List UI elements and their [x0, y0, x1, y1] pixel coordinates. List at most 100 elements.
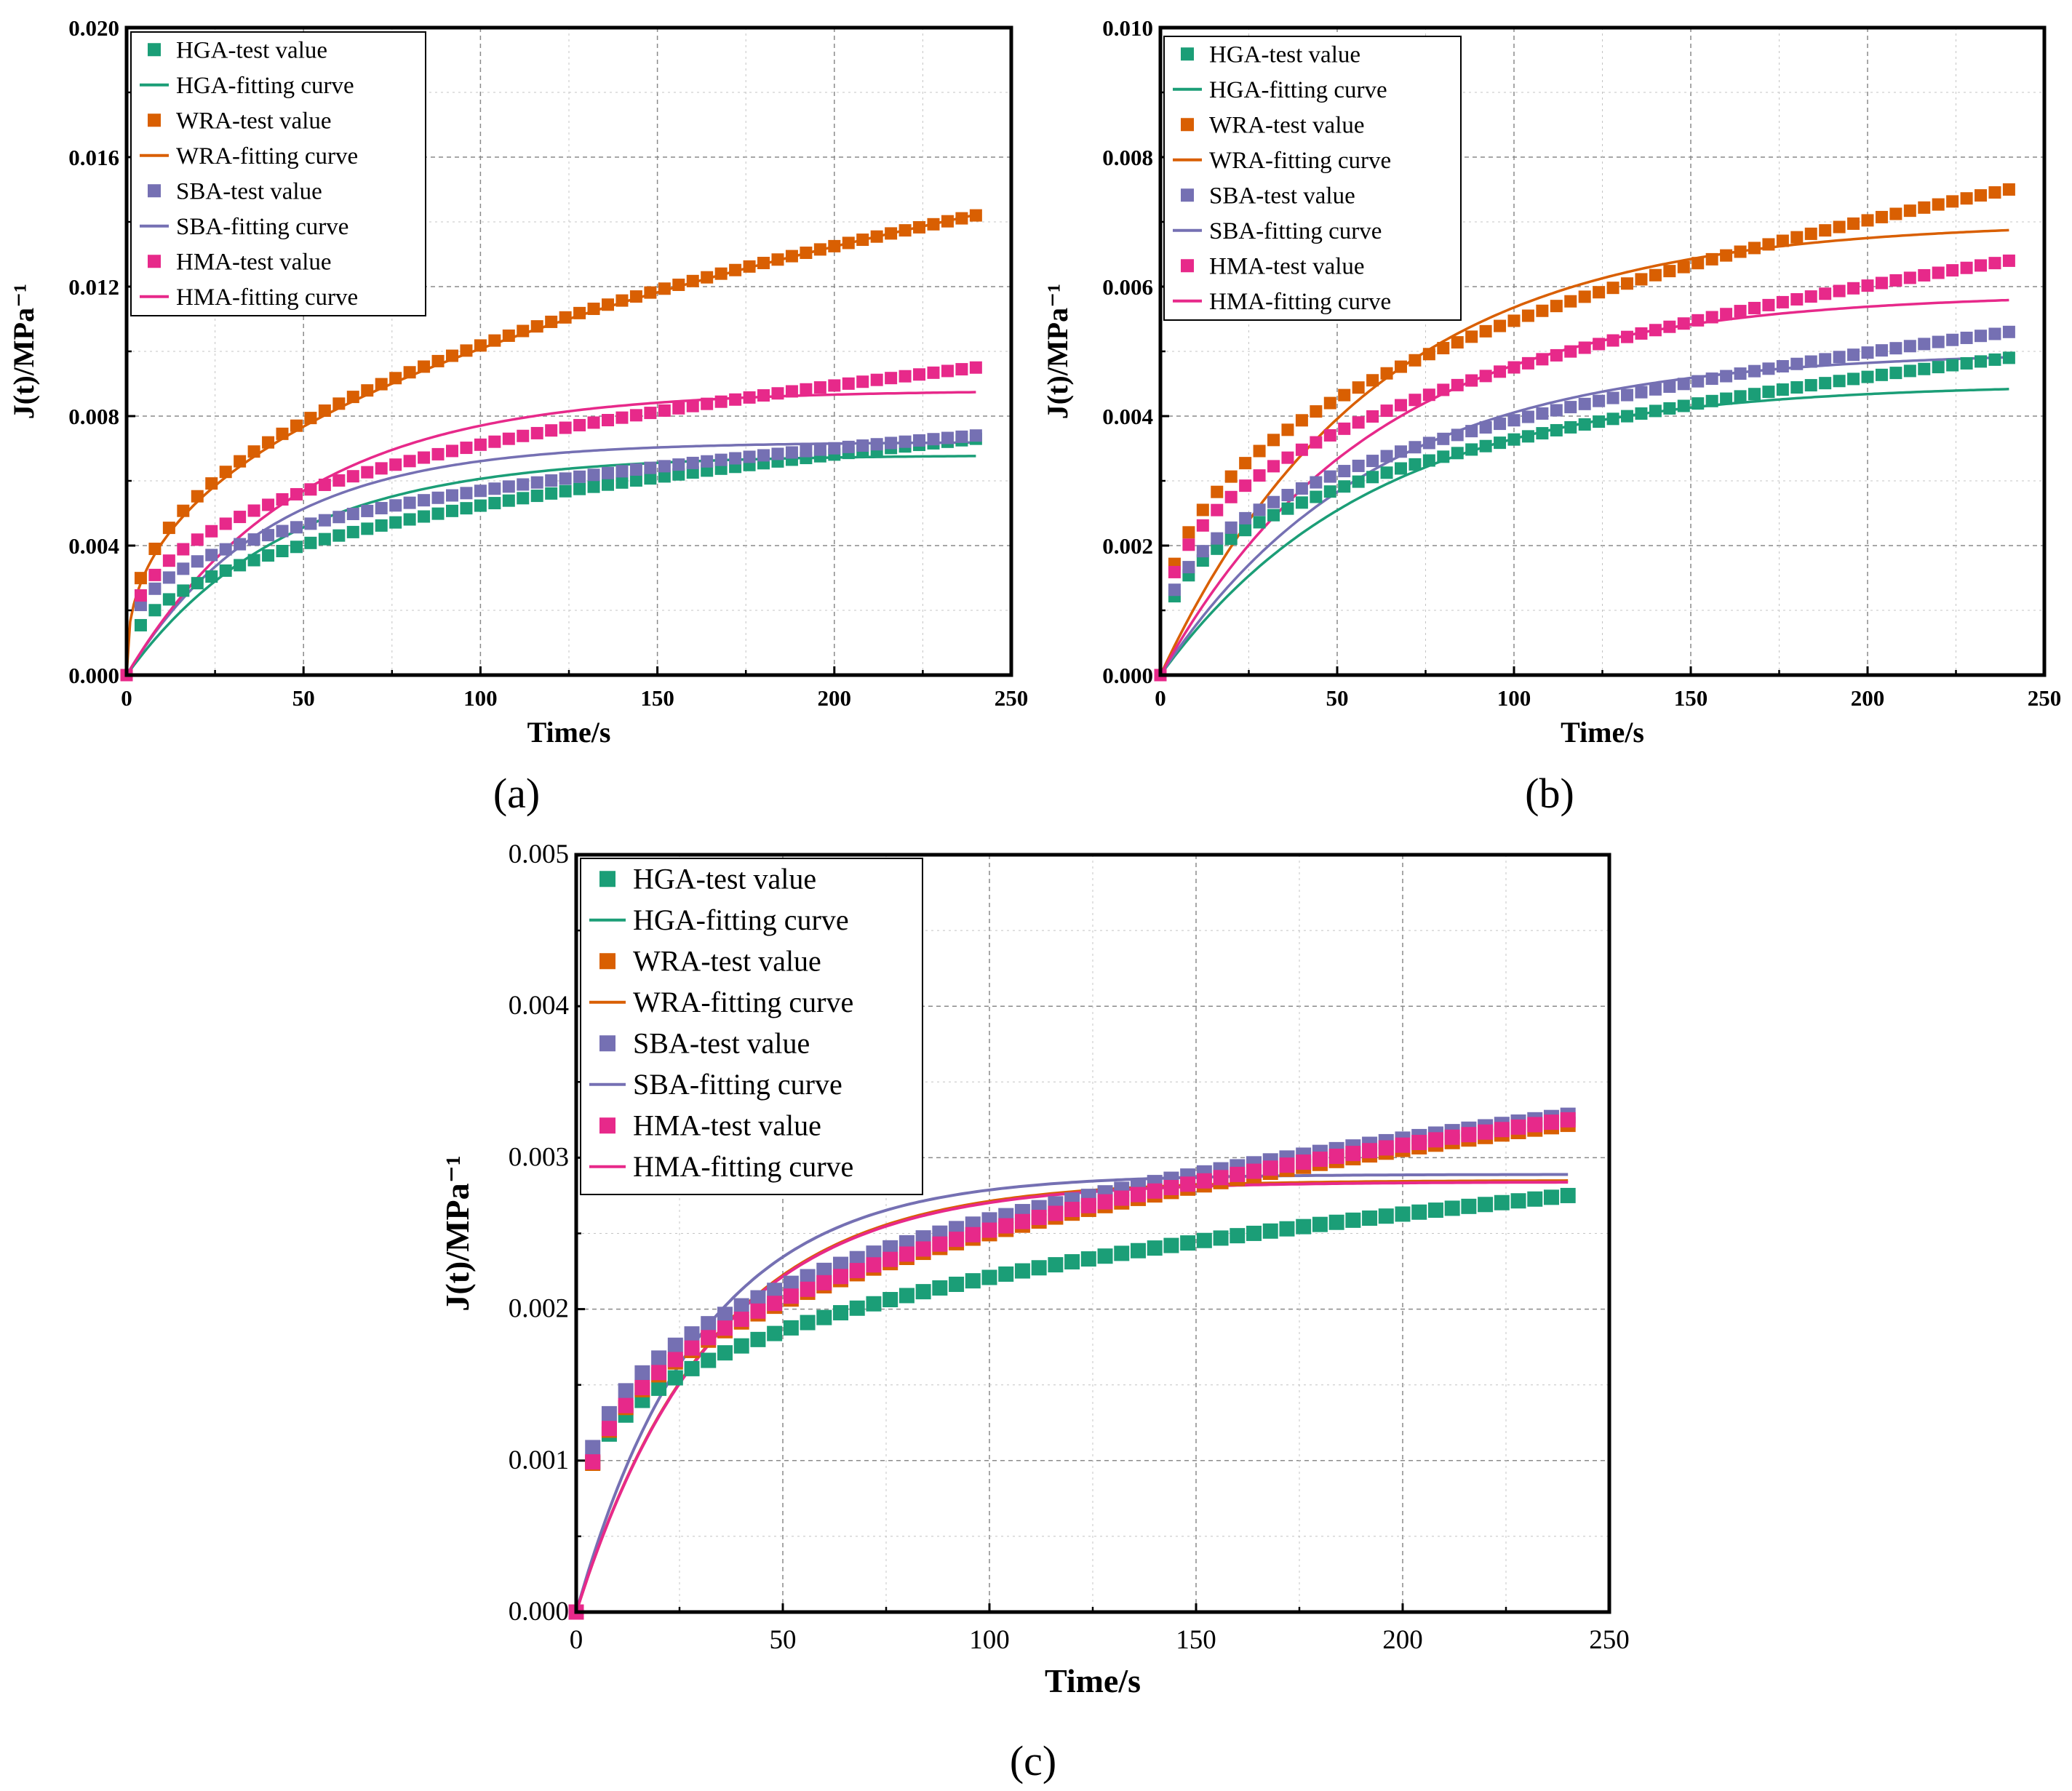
data-point [134, 618, 147, 631]
data-point [1734, 245, 1747, 258]
data-point [1408, 394, 1422, 407]
data-point [1168, 583, 1181, 597]
data-point [545, 487, 558, 500]
data-point [1253, 444, 1266, 458]
legend-item: SBA-fitting curve [140, 214, 348, 240]
data-point [833, 1305, 849, 1321]
data-point [1776, 383, 1789, 396]
data-point [1510, 1119, 1526, 1135]
data-point [530, 490, 543, 503]
legend-label: HMA-fitting curve [176, 284, 358, 311]
data-point [1345, 1146, 1361, 1162]
x-tick-label: 150 [1674, 685, 1708, 711]
data-point [701, 397, 714, 410]
data-point [1847, 348, 1860, 362]
legend-label: HMA-test value [1209, 253, 1365, 279]
data-point [913, 220, 926, 234]
legend-item: SBA-test value [148, 178, 322, 204]
legend-item: HMA-test value [148, 249, 332, 275]
legend-item: WRA-fitting curve [140, 143, 358, 169]
data-point [1478, 1124, 1494, 1140]
data-point [601, 1405, 617, 1421]
data-point [1444, 1129, 1460, 1145]
data-point [290, 521, 303, 534]
data-point [634, 1365, 650, 1381]
series-line-sba-fitting-curve [575, 1173, 1569, 1613]
data-point [651, 1380, 667, 1396]
data-point [1578, 290, 1591, 303]
data-point [502, 494, 515, 507]
data-point [602, 414, 615, 427]
data-point [1211, 485, 1224, 498]
y-tick-label: 0.008 [1102, 145, 1153, 170]
data-point [177, 562, 190, 575]
data-point [1239, 511, 1252, 524]
data-point [1889, 274, 1902, 287]
y-tick-label: 0.004 [509, 991, 569, 1021]
data-point [672, 279, 685, 292]
data-point [318, 514, 331, 527]
data-point [785, 385, 798, 398]
data-point [488, 334, 501, 347]
data-point [1507, 433, 1521, 446]
data-point [389, 516, 402, 529]
data-point [615, 294, 629, 307]
data-point [615, 476, 629, 489]
data-point [290, 419, 303, 432]
data-point [1352, 475, 1365, 488]
y-axis: 0.000 0.004 0.008 0.012 0.016 0.020 J(t)/MPa⁻¹ [7, 15, 135, 688]
data-point [1932, 361, 1945, 374]
data-point [717, 1320, 733, 1336]
x-tick-label: 0 [121, 685, 132, 711]
data-point [913, 368, 926, 381]
y-tick-label: 0.012 [68, 274, 119, 300]
legend-label: SBA-test value [1209, 183, 1355, 209]
data-point [1312, 1216, 1328, 1232]
x-axis: 0 50 100 150 200 250 Time/s [570, 1603, 1630, 1699]
data-point [545, 474, 558, 487]
data-point [1593, 394, 1606, 407]
data-point [460, 502, 473, 515]
series-markers-wra-test-value [120, 209, 982, 682]
data-point [1465, 443, 1478, 456]
data-point [205, 524, 218, 538]
data-point [1366, 471, 1379, 484]
legend-marker-swatch [148, 255, 161, 268]
data-point [1790, 231, 1804, 244]
data-point [1461, 1198, 1477, 1214]
data-point [1362, 1143, 1378, 1159]
legend-item: HGA-fitting curve [140, 73, 354, 99]
data-point [1224, 532, 1238, 546]
data-point [585, 1454, 601, 1470]
data-point [1196, 545, 1209, 558]
data-point [1550, 348, 1563, 362]
data-point [1048, 1205, 1064, 1221]
data-point [1196, 554, 1209, 567]
x-tick-label: 200 [1851, 685, 1885, 711]
data-point [148, 604, 162, 617]
data-point [771, 253, 784, 266]
data-point [885, 227, 898, 240]
data-point [445, 504, 458, 517]
legend-box [130, 31, 426, 316]
legend-label: HGA-fitting curve [176, 73, 354, 99]
data-point [1253, 516, 1266, 529]
data-point [915, 1284, 931, 1300]
data-point [1338, 388, 1351, 402]
data-point [1833, 220, 1846, 234]
data-point [1649, 383, 1662, 396]
x-tick-label: 150 [1176, 1625, 1216, 1655]
data-point [1692, 257, 1705, 270]
data-point [1536, 353, 1549, 366]
data-point [885, 372, 898, 385]
data-point [247, 533, 260, 546]
legend-item: WRA-fitting curve [1173, 148, 1391, 174]
data-point [431, 507, 445, 520]
data-point [1279, 1157, 1295, 1173]
data-point [1705, 311, 1718, 324]
data-point [1451, 336, 1464, 349]
series-markers-sba-test-value [120, 429, 982, 682]
data-point [882, 1291, 898, 1307]
data-point [205, 570, 218, 583]
data-point [1494, 1122, 1510, 1138]
